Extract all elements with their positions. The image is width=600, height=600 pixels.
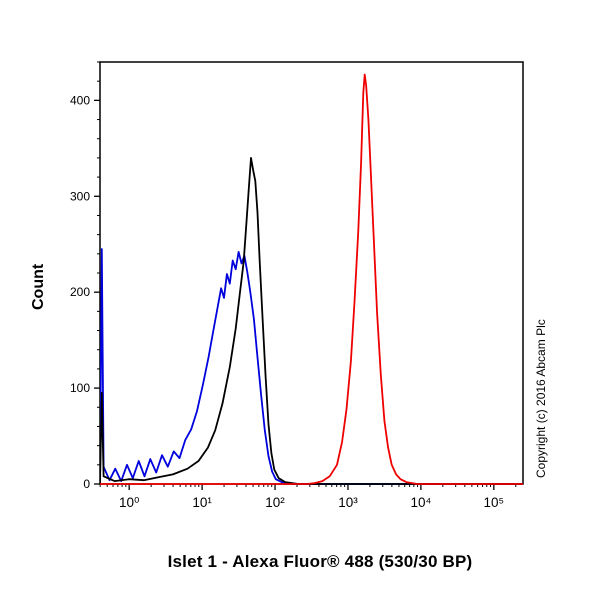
black-curve xyxy=(100,156,523,485)
svg-text:10²: 10² xyxy=(265,495,285,510)
svg-text:200: 200 xyxy=(70,285,90,299)
chart-title: Islet 1 - Alexa Fluor® 488 (530/30 BP) xyxy=(167,552,473,571)
svg-text:300: 300 xyxy=(70,189,90,203)
red-curve xyxy=(100,73,523,485)
svg-text:10³: 10³ xyxy=(338,495,358,510)
svg-text:10⁵: 10⁵ xyxy=(484,495,505,510)
svg-text:400: 400 xyxy=(70,93,90,107)
svg-text:100: 100 xyxy=(70,381,90,395)
blue-curve xyxy=(100,248,523,485)
svg-text:10⁰: 10⁰ xyxy=(119,495,140,510)
y-axis-ticks: 0 100 200 300 400 xyxy=(70,61,100,491)
svg-text:10¹: 10¹ xyxy=(192,495,212,510)
axes xyxy=(99,61,524,485)
svg-text:10⁴: 10⁴ xyxy=(410,495,431,510)
x-axis-ticks: 10⁰ 10¹ 10² 10³ 10⁴ 10⁵ xyxy=(99,484,517,510)
series-curves xyxy=(100,73,523,485)
copyright-text: Copyright (c) 2016 Abcam Plc xyxy=(534,319,548,478)
y-axis-label: Count xyxy=(30,263,47,310)
svg-text:0: 0 xyxy=(83,477,90,491)
